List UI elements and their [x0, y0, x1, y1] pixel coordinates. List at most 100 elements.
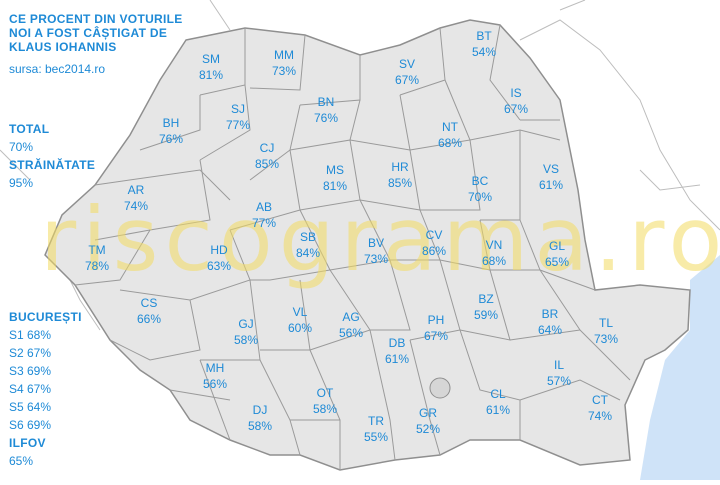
title-line-2: NOI A FOST CÂȘTIGAT DE — [9, 26, 168, 40]
county-label-dj: DJ 58% — [230, 402, 290, 434]
county-value: 58% — [247, 419, 273, 433]
county-value: 85% — [387, 176, 413, 190]
county-value: 64% — [537, 323, 563, 337]
county-code: DB — [388, 336, 406, 350]
county-code: CJ — [259, 141, 275, 155]
county-label-cv: CV 86% — [404, 227, 464, 259]
county-code: HD — [210, 243, 228, 257]
county-code: NT — [442, 120, 458, 134]
county-label-sj: SJ 77% — [208, 101, 268, 133]
source-label: sursa: bec2014.ro — [9, 62, 106, 76]
county-value: 85% — [254, 157, 280, 171]
county-code: TL — [598, 316, 613, 330]
county-value: 61% — [485, 403, 511, 417]
ilfov-value: 65% — [9, 454, 34, 468]
county-label-mh: MH 56% — [185, 360, 245, 392]
county-code: SV — [398, 57, 415, 71]
county-code: TM — [88, 243, 106, 257]
title-line-3: KLAUS IOHANNIS — [9, 40, 117, 54]
county-code: IL — [553, 358, 564, 372]
abroad-value: 95% — [9, 176, 34, 190]
county-code: TR — [368, 414, 384, 428]
watermark: riscograma.ro — [40, 188, 720, 291]
county-label-tr: TR 55% — [346, 413, 406, 445]
county-code: VN — [485, 238, 503, 252]
county-value: 67% — [394, 73, 420, 87]
county-code: OT — [316, 386, 334, 400]
county-code: BN — [317, 95, 335, 109]
county-label-ct: CT 74% — [570, 392, 630, 424]
county-label-il: IL 57% — [529, 357, 589, 389]
county-value: 65% — [544, 255, 570, 269]
county-code: SB — [299, 230, 316, 244]
county-code: MS — [326, 163, 344, 177]
county-label-bz: BZ 59% — [456, 291, 516, 323]
county-label-gr: GR 52% — [398, 405, 458, 437]
bucharest-label: BUCUREȘTI — [9, 310, 82, 324]
total-value: 70% — [9, 140, 34, 154]
county-value: 73% — [593, 332, 619, 346]
county-code: PH — [427, 313, 445, 327]
county-code: GJ — [238, 317, 254, 331]
county-value: 77% — [251, 216, 277, 230]
abroad-label: STRĂINĂTATE — [9, 158, 96, 172]
county-label-br: BR 64% — [520, 306, 580, 338]
county-label-ph: PH 67% — [406, 312, 466, 344]
county-value: 77% — [225, 118, 251, 132]
county-label-sm: SM 81% — [181, 51, 241, 83]
county-label-cj: CJ 85% — [237, 140, 297, 172]
county-code: CV — [425, 228, 443, 242]
county-code: DJ — [252, 403, 268, 417]
county-value: 57% — [546, 374, 572, 388]
county-label-vn: VN 68% — [464, 237, 524, 269]
county-code: HR — [391, 160, 409, 174]
county-value: 81% — [198, 68, 224, 82]
county-label-gj: GJ 58% — [216, 316, 276, 348]
county-value: 67% — [503, 102, 529, 116]
county-label-hr: HR 85% — [370, 159, 430, 191]
county-value: 55% — [363, 430, 389, 444]
county-code: BC — [471, 174, 489, 188]
county-label-db: DB 61% — [367, 335, 427, 367]
county-value: 66% — [136, 312, 162, 326]
county-value: 52% — [415, 422, 441, 436]
county-value: 68% — [481, 254, 507, 268]
county-code: AR — [127, 183, 145, 197]
county-code: GR — [419, 406, 437, 420]
county-value: 67% — [423, 329, 449, 343]
county-label-bh: BH 76% — [141, 115, 201, 147]
sector-1: S1 68% — [9, 328, 52, 342]
county-value: 59% — [473, 308, 499, 322]
county-value: 76% — [313, 111, 339, 125]
county-code: BR — [541, 307, 559, 321]
county-value: 61% — [384, 352, 410, 366]
county-code: BH — [162, 116, 180, 130]
county-value: 54% — [471, 45, 497, 59]
county-label-bv: BV 73% — [346, 235, 406, 267]
county-value: 81% — [322, 179, 348, 193]
county-code: VL — [292, 305, 308, 319]
sector-4: S4 67% — [9, 382, 52, 396]
county-code: CL — [490, 387, 506, 401]
county-label-tl: TL 73% — [576, 315, 636, 347]
county-label-bn: BN 76% — [296, 94, 356, 126]
county-label-sv: SV 67% — [377, 56, 437, 88]
total-label: TOTAL — [9, 122, 50, 136]
county-code: BV — [367, 236, 384, 250]
black-sea — [640, 255, 720, 480]
county-code: AG — [342, 310, 360, 324]
county-label-vl: VL 60% — [270, 304, 330, 336]
county-code: MH — [205, 361, 225, 375]
map-title: CE PROCENT DIN VOTURILE NOI A FOST CÂȘTI… — [9, 12, 183, 54]
county-label-cl: CL 61% — [468, 386, 528, 418]
county-label-tm: TM 78% — [67, 242, 127, 274]
county-value: 56% — [202, 377, 228, 391]
sector-6: S6 69% — [9, 418, 52, 432]
sector-3: S3 69% — [9, 364, 52, 378]
county-code: BZ — [478, 292, 494, 306]
county-code: IS — [510, 86, 522, 100]
county-code: SM — [202, 52, 220, 66]
county-label-cs: CS 66% — [119, 295, 179, 327]
